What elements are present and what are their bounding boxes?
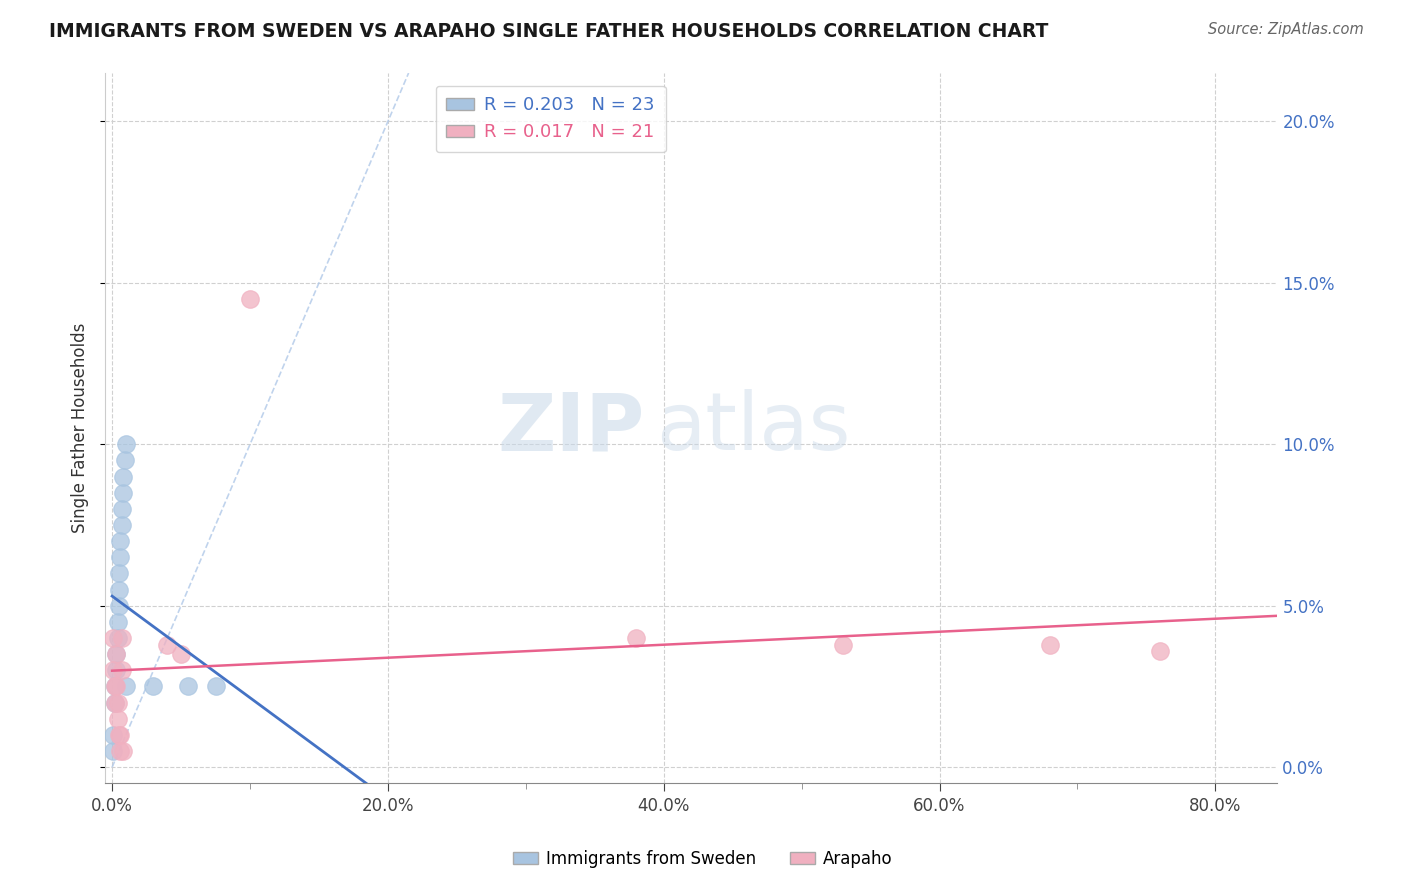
Point — [103, 631, 125, 645]
Point — [107, 615, 129, 629]
Point — [111, 631, 134, 645]
Text: IMMIGRANTS FROM SWEDEN VS ARAPAHO SINGLE FATHER HOUSEHOLDS CORRELATION CHART: IMMIGRANTS FROM SWEDEN VS ARAPAHO SINGLE… — [49, 22, 1049, 41]
Point — [110, 744, 132, 758]
Point — [112, 485, 135, 500]
Point — [239, 292, 262, 306]
Point — [105, 647, 128, 661]
Legend: Immigrants from Sweden, Arapaho: Immigrants from Sweden, Arapaho — [506, 844, 900, 875]
Point — [115, 680, 138, 694]
Point — [111, 518, 134, 533]
Legend: R = 0.203   N = 23, R = 0.017   N = 21: R = 0.203 N = 23, R = 0.017 N = 21 — [436, 86, 665, 153]
Point — [103, 664, 125, 678]
Point — [170, 647, 193, 661]
Point — [111, 502, 134, 516]
Point — [105, 664, 128, 678]
Point — [107, 696, 129, 710]
Point — [104, 696, 127, 710]
Point — [1039, 638, 1062, 652]
Point — [114, 453, 136, 467]
Point — [110, 534, 132, 549]
Point — [108, 582, 131, 597]
Point — [624, 631, 647, 645]
Point — [103, 744, 125, 758]
Point — [104, 680, 127, 694]
Text: Source: ZipAtlas.com: Source: ZipAtlas.com — [1208, 22, 1364, 37]
Point — [204, 680, 226, 694]
Point — [105, 647, 128, 661]
Point — [1149, 644, 1171, 658]
Point — [111, 664, 134, 678]
Point — [103, 728, 125, 742]
Text: ZIP: ZIP — [498, 389, 644, 467]
Point — [177, 680, 200, 694]
Point — [112, 744, 135, 758]
Point — [107, 631, 129, 645]
Point — [832, 638, 855, 652]
Point — [110, 550, 132, 565]
Point — [108, 728, 131, 742]
Point — [112, 469, 135, 483]
Point — [104, 680, 127, 694]
Point — [107, 712, 129, 726]
Point — [156, 638, 179, 652]
Point — [142, 680, 165, 694]
Point — [110, 728, 132, 742]
Point — [105, 680, 128, 694]
Point — [108, 599, 131, 613]
Point — [104, 696, 127, 710]
Y-axis label: Single Father Households: Single Father Households — [72, 323, 89, 533]
Text: atlas: atlas — [657, 389, 851, 467]
Point — [115, 437, 138, 451]
Point — [108, 566, 131, 581]
